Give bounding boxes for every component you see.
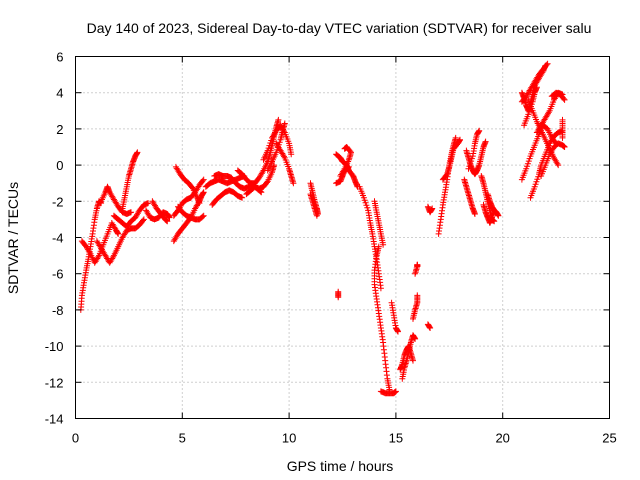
x-tick-label: 5: [179, 431, 186, 446]
data-point: [341, 145, 348, 152]
data-point: [115, 230, 122, 237]
data-point: [345, 164, 352, 171]
data-point: [543, 61, 550, 68]
y-tick-label: -14: [45, 412, 64, 427]
data-point: [281, 120, 288, 127]
data-point: [395, 328, 401, 335]
x-axis-label: GPS time / hours: [287, 458, 394, 474]
data-point: [200, 176, 207, 183]
data-point: [364, 204, 371, 211]
data-point: [380, 241, 387, 248]
data-point: [414, 292, 421, 299]
x-tick-label: 25: [602, 431, 616, 446]
data-point: [266, 142, 273, 149]
data-points: [77, 60, 568, 397]
data-point: [164, 218, 171, 225]
data-point: [128, 209, 134, 216]
data-point: [345, 163, 352, 170]
data-point: [560, 95, 567, 102]
data-point: [290, 180, 297, 187]
data-point: [545, 109, 552, 116]
data-point: [457, 136, 463, 143]
data-point: [524, 160, 531, 167]
y-tick-label: -12: [45, 375, 64, 390]
data-point: [200, 189, 207, 196]
data-point: [275, 144, 281, 151]
data-point: [452, 134, 459, 141]
data-point: [533, 84, 540, 91]
data-point: [313, 212, 320, 219]
data-point: [110, 254, 117, 260]
data-point: [392, 388, 399, 395]
data-point: [196, 200, 203, 207]
data-point: [145, 200, 152, 207]
chart-title: Day 140 of 2023, Sidereal Day-to-day VTE…: [87, 20, 592, 36]
data-point: [410, 357, 416, 364]
data-point: [95, 254, 102, 260]
y-tick-label: 6: [56, 50, 63, 65]
y-tick-label: -10: [45, 339, 64, 354]
axis-ticks: 0 5 10 15 20 25 -14 -12 -10 -8 -6 -4 -2 0 2 4 6: [45, 50, 617, 446]
data-point: [140, 216, 147, 223]
data-point: [412, 335, 419, 342]
data-point: [200, 212, 207, 219]
y-tick-label: 2: [56, 122, 63, 137]
x-tick-label: 10: [282, 431, 296, 446]
y-tick-label: 4: [56, 86, 63, 101]
data-point: [467, 160, 474, 167]
data-point: [140, 217, 146, 224]
data-point: [544, 60, 551, 67]
data-point: [559, 116, 566, 123]
y-axis-label: SDTVAR / TECUs: [5, 182, 21, 294]
data-point: [268, 137, 275, 144]
data-point: [427, 325, 434, 331]
data-point: [239, 194, 246, 201]
x-tick-label: 20: [495, 431, 509, 446]
data-point: [535, 173, 542, 180]
data-point: [561, 144, 568, 150]
data-point: [476, 127, 483, 134]
data-point: [199, 213, 206, 220]
data-point: [377, 285, 384, 292]
data-point: [166, 214, 173, 221]
data-point: [134, 149, 141, 156]
y-tick-label: 0: [56, 158, 63, 173]
data-point: [555, 162, 562, 169]
y-tick-label: -2: [52, 194, 64, 209]
data-point: [429, 205, 436, 212]
x-tick-label: 15: [389, 431, 403, 446]
data-point: [533, 178, 540, 185]
y-tick-label: -8: [52, 303, 64, 318]
data-point: [414, 261, 421, 268]
data-point: [554, 160, 561, 167]
data-point: [362, 199, 369, 206]
data-point: [275, 116, 282, 123]
data-point: [471, 211, 478, 217]
y-tick-label: -6: [52, 267, 64, 282]
data-point: [288, 151, 295, 158]
data-point: [199, 177, 206, 184]
y-tick-label: -4: [52, 231, 64, 246]
data-point: [482, 138, 489, 145]
data-point: [561, 96, 568, 103]
x-tick-label: 0: [72, 431, 79, 446]
data-point: [495, 212, 502, 219]
data-point: [335, 294, 342, 301]
